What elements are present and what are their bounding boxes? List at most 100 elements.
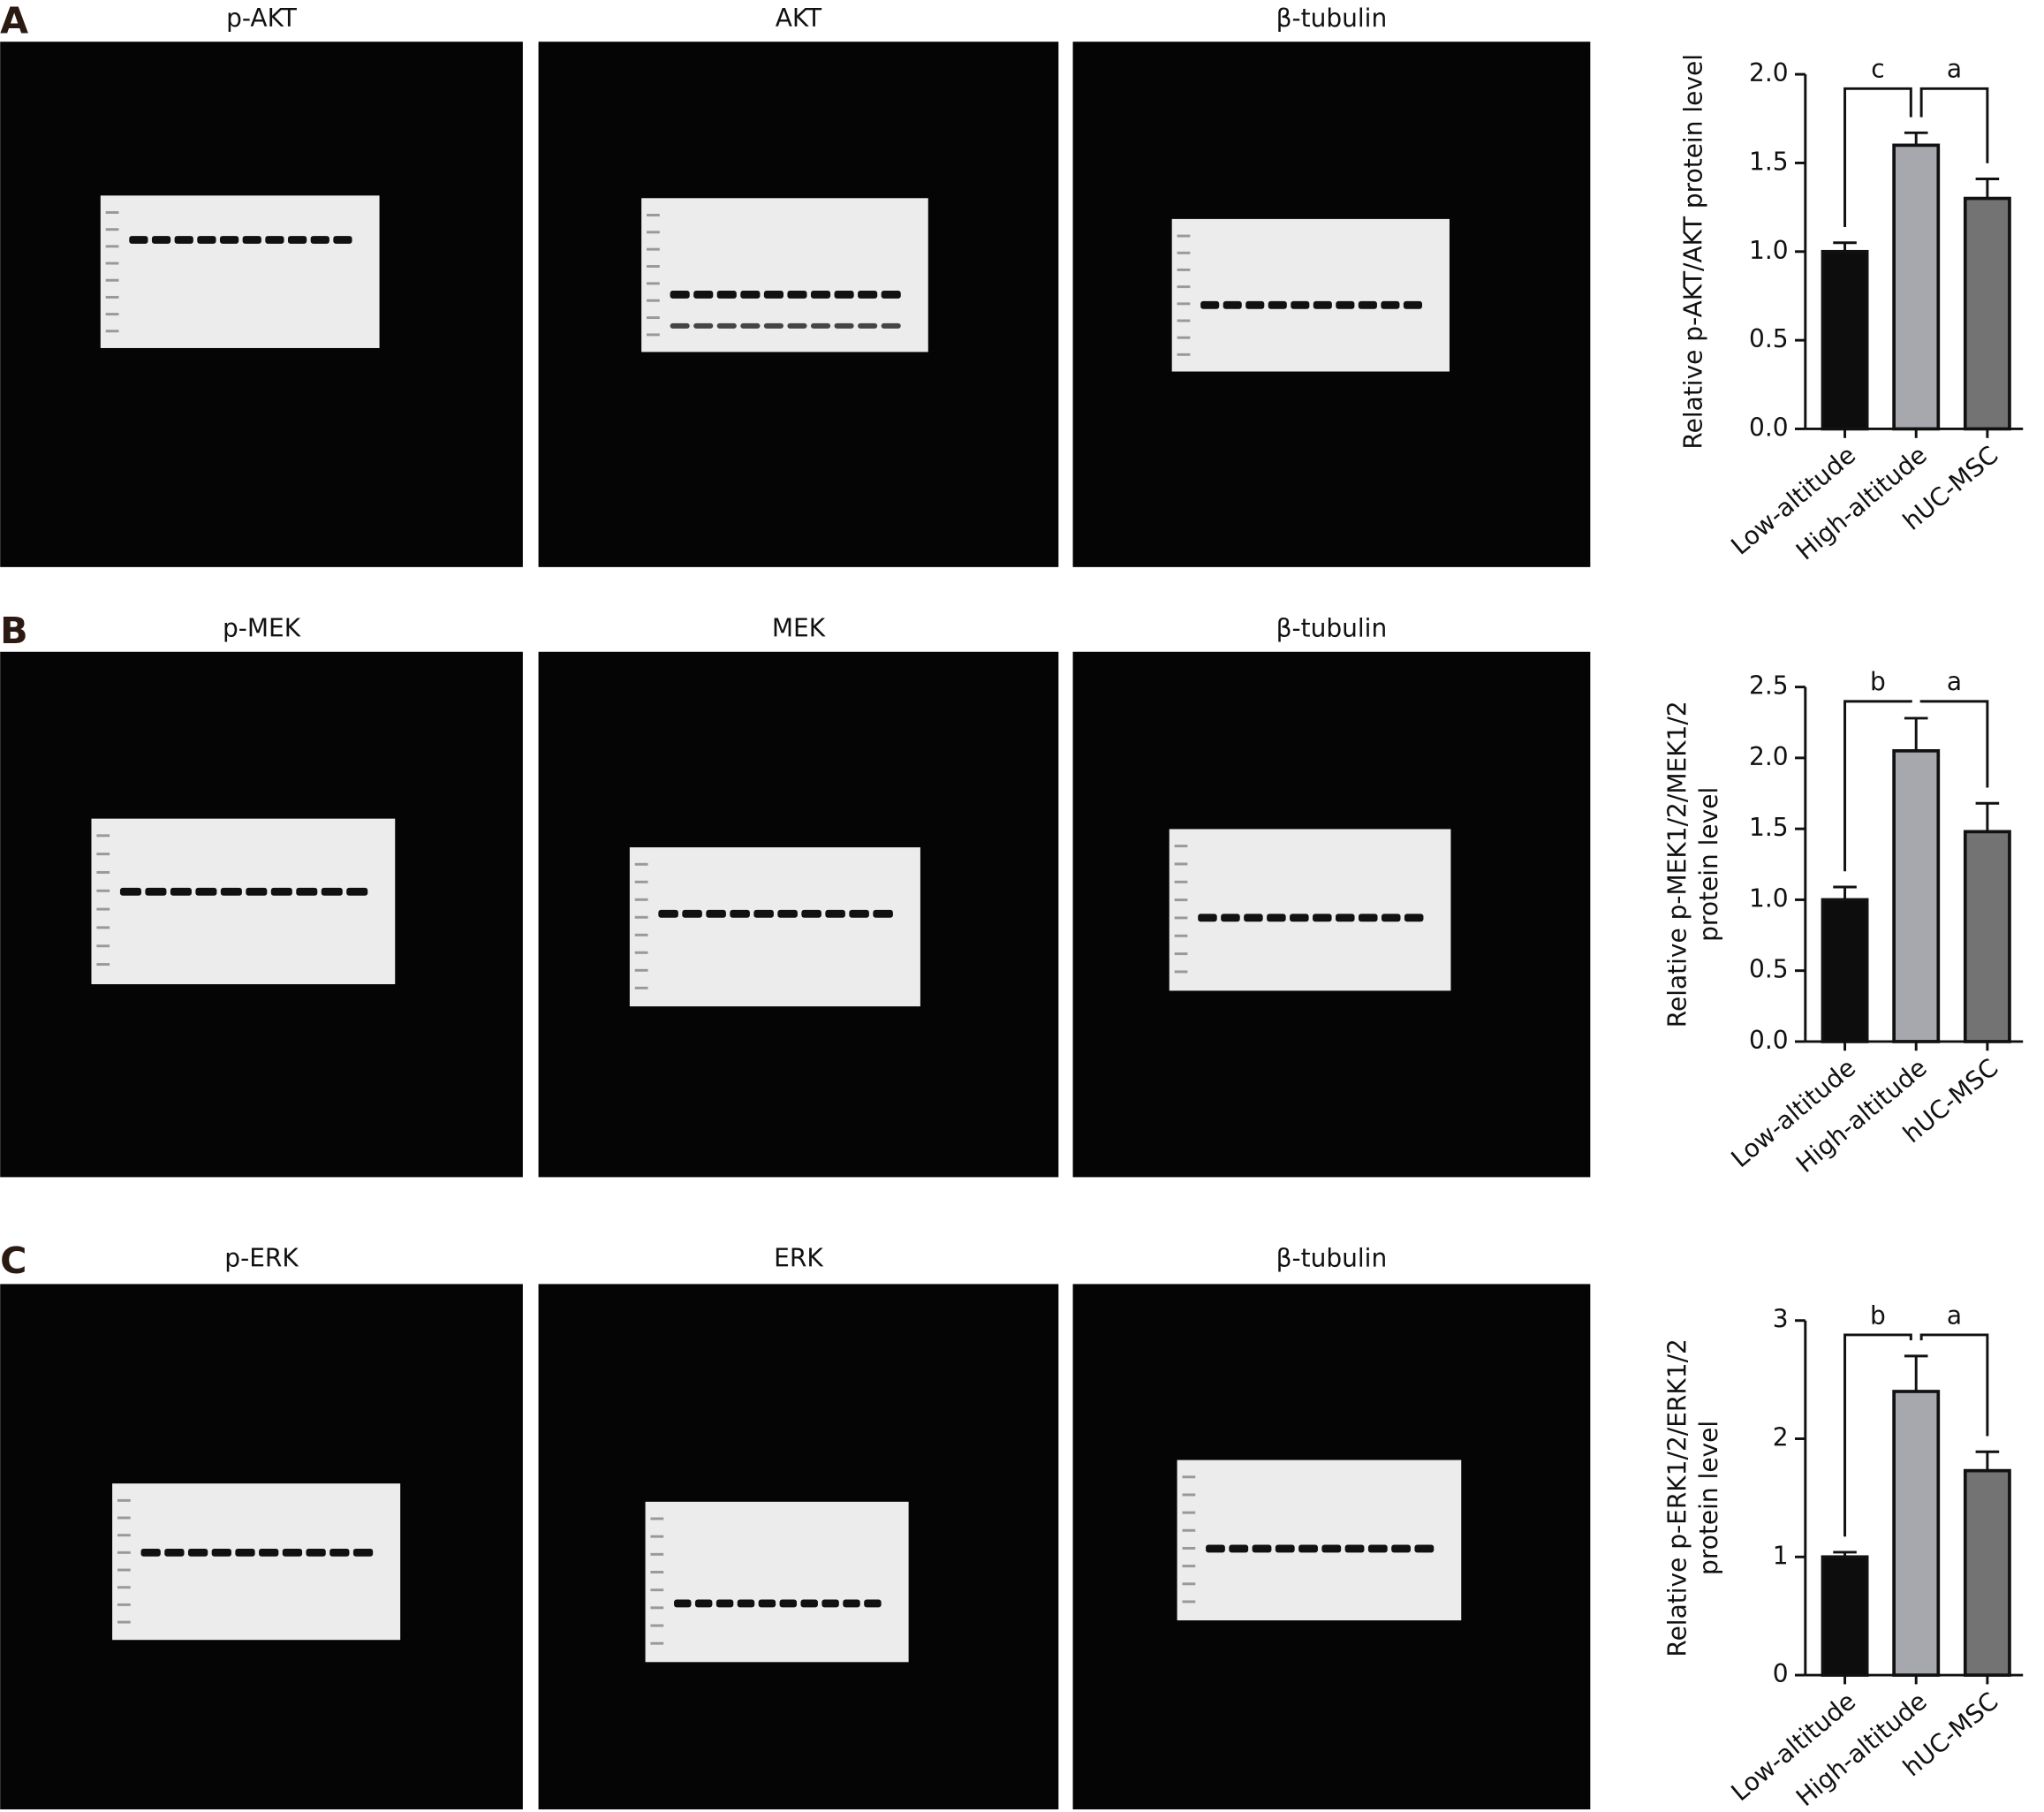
blot-label: p-AKT: [226, 4, 298, 33]
ladder-band: [1182, 1582, 1196, 1586]
ladder-band: [647, 333, 660, 337]
protein-band: [658, 909, 678, 918]
protein-band: [1291, 300, 1310, 309]
protein-band: [1223, 300, 1242, 309]
protein-band: [211, 1548, 231, 1557]
protein-band: [740, 291, 761, 299]
protein-band: [693, 322, 714, 329]
membrane: [100, 195, 380, 348]
protein-band: [306, 1548, 326, 1557]
protein-band: [730, 909, 750, 918]
membrane: [645, 1501, 909, 1663]
y-axis-label: protein level: [1694, 787, 1723, 942]
protein-band: [1344, 1544, 1365, 1553]
y-tick-label: 0.5: [1749, 955, 1789, 984]
membrane: [641, 198, 928, 353]
ladder-band: [650, 1571, 664, 1573]
ladder-band: [96, 853, 110, 856]
ladder-band: [1174, 862, 1188, 866]
protein-band: [670, 291, 690, 299]
protein-band: [1252, 1544, 1272, 1553]
protein-band: [693, 291, 714, 299]
ladder-band: [650, 1588, 664, 1592]
ladder-band: [1177, 251, 1191, 254]
bar: [1821, 1555, 1869, 1677]
y-tick-label: 3: [1773, 1305, 1789, 1334]
y-axis-label: Relative p-MEK1/2/MEK1/2: [1663, 701, 1692, 1027]
panel-letter: B: [0, 610, 27, 652]
protein-band: [352, 1548, 374, 1557]
protein-band: [881, 291, 901, 299]
significance-bracket: [1843, 1333, 1912, 1537]
protein-band: [174, 236, 193, 244]
ladder-band: [1177, 285, 1191, 289]
ladder-band: [105, 313, 119, 316]
ladder-band: [1177, 234, 1191, 238]
protein-band: [246, 887, 268, 896]
ladder-band: [634, 915, 648, 919]
protein-band: [763, 322, 784, 329]
ladder-band: [96, 944, 110, 948]
protein-band: [858, 322, 878, 329]
ladder-band: [96, 889, 110, 892]
protein-band: [195, 887, 217, 896]
protein-band: [287, 236, 307, 244]
protein-band: [800, 1599, 818, 1608]
protein-band: [1403, 300, 1422, 309]
protein-band: [129, 236, 148, 244]
membrane: [1169, 829, 1451, 991]
protein-band: [740, 322, 761, 329]
protein-band: [1267, 914, 1286, 922]
ladder-band: [96, 963, 110, 967]
protein-band: [310, 236, 329, 244]
ladder-band: [650, 1641, 664, 1645]
protein-band: [1313, 300, 1332, 309]
ladder-band: [117, 1603, 131, 1606]
protein-band: [779, 1599, 798, 1608]
membrane: [1177, 1459, 1462, 1621]
protein-band: [296, 887, 318, 896]
y-tick-label: 0: [1773, 1659, 1789, 1688]
y-tick-label: 1.0: [1749, 883, 1789, 913]
significance-bracket: [1843, 700, 1912, 872]
protein-band: [1391, 1544, 1412, 1553]
protein-band: [834, 322, 854, 329]
bar: [1892, 143, 1941, 431]
protein-band: [282, 1548, 303, 1557]
protein-band: [801, 909, 821, 918]
y-tick-label: 0.0: [1749, 1026, 1789, 1055]
protein-band: [834, 291, 854, 299]
ladder-band: [1174, 880, 1188, 883]
protein-band: [1298, 1544, 1318, 1553]
protein-band: [1221, 914, 1240, 922]
ladder-band: [1182, 1475, 1196, 1479]
protein-band: [864, 1599, 882, 1608]
blot-label: MEK: [772, 614, 826, 643]
ladder-band: [1182, 1600, 1196, 1604]
ladder-band: [1177, 336, 1191, 339]
protein-band: [187, 1548, 208, 1557]
ladder-band: [1174, 845, 1188, 848]
ladder-band: [117, 1586, 131, 1589]
protein-band: [197, 236, 216, 244]
protein-band: [810, 322, 831, 329]
protein-band: [881, 322, 901, 329]
protein-band: [758, 1599, 776, 1608]
ladder-band: [647, 213, 660, 216]
y-tick-label: 1: [1773, 1541, 1789, 1570]
protein-band: [682, 909, 702, 918]
bar: [1892, 1390, 1941, 1677]
protein-band: [242, 236, 261, 244]
ladder-band: [96, 926, 110, 929]
bar: [1821, 898, 1869, 1043]
protein-band: [219, 236, 239, 244]
bar: [1821, 249, 1869, 431]
protein-band: [670, 322, 690, 329]
protein-band: [1198, 914, 1217, 922]
protein-band: [674, 1599, 692, 1608]
ladder-band: [1177, 319, 1191, 322]
ladder-band: [1174, 952, 1188, 956]
ladder-band: [105, 330, 119, 333]
protein-band: [763, 291, 784, 299]
protein-band: [1200, 300, 1220, 309]
